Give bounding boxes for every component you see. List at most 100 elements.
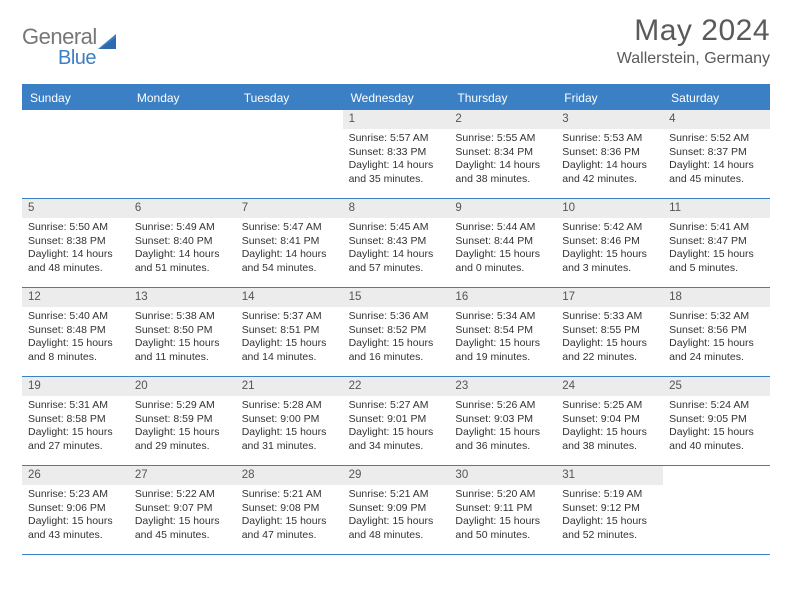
sunrise-line: Sunrise: 5:23 AM: [28, 488, 123, 502]
daylight-line: Daylight: 15 hours and 47 minutes.: [242, 515, 337, 542]
day-body: Sunrise: 5:42 AMSunset: 8:46 PMDaylight:…: [556, 218, 663, 280]
sunrise-line: Sunrise: 5:50 AM: [28, 221, 123, 235]
sunset-line: Sunset: 8:48 PM: [28, 324, 123, 338]
calendar-cell: 1Sunrise: 5:57 AMSunset: 8:33 PMDaylight…: [343, 110, 450, 198]
calendar: SundayMondayTuesdayWednesdayThursdayFrid…: [22, 84, 770, 555]
daylight-line: Daylight: 15 hours and 24 minutes.: [669, 337, 764, 364]
calendar-cell: 26Sunrise: 5:23 AMSunset: 9:06 PMDayligh…: [22, 466, 129, 554]
day-number: 6: [129, 199, 236, 218]
day-body: Sunrise: 5:34 AMSunset: 8:54 PMDaylight:…: [449, 307, 556, 369]
sunrise-line: Sunrise: 5:34 AM: [455, 310, 550, 324]
day-body: Sunrise: 5:50 AMSunset: 8:38 PMDaylight:…: [22, 218, 129, 280]
day-number: 28: [236, 466, 343, 485]
sunset-line: Sunset: 8:47 PM: [669, 235, 764, 249]
daylight-line: Daylight: 15 hours and 31 minutes.: [242, 426, 337, 453]
day-body: Sunrise: 5:49 AMSunset: 8:40 PMDaylight:…: [129, 218, 236, 280]
sunrise-line: Sunrise: 5:37 AM: [242, 310, 337, 324]
sunset-line: Sunset: 8:56 PM: [669, 324, 764, 338]
calendar-cell: 16Sunrise: 5:34 AMSunset: 8:54 PMDayligh…: [449, 288, 556, 376]
sunrise-line: Sunrise: 5:27 AM: [349, 399, 444, 413]
calendar-cell: 8Sunrise: 5:45 AMSunset: 8:43 PMDaylight…: [343, 199, 450, 287]
calendar-cell: 3Sunrise: 5:53 AMSunset: 8:36 PMDaylight…: [556, 110, 663, 198]
sunset-line: Sunset: 8:43 PM: [349, 235, 444, 249]
day-body: Sunrise: 5:40 AMSunset: 8:48 PMDaylight:…: [22, 307, 129, 369]
day-body: Sunrise: 5:36 AMSunset: 8:52 PMDaylight:…: [343, 307, 450, 369]
calendar-cell: 9Sunrise: 5:44 AMSunset: 8:44 PMDaylight…: [449, 199, 556, 287]
daylight-line: Daylight: 15 hours and 14 minutes.: [242, 337, 337, 364]
calendar-cell: 5Sunrise: 5:50 AMSunset: 8:38 PMDaylight…: [22, 199, 129, 287]
sunrise-line: Sunrise: 5:21 AM: [242, 488, 337, 502]
day-body: Sunrise: 5:27 AMSunset: 9:01 PMDaylight:…: [343, 396, 450, 458]
calendar-cell: 4Sunrise: 5:52 AMSunset: 8:37 PMDaylight…: [663, 110, 770, 198]
calendar-week: 26Sunrise: 5:23 AMSunset: 9:06 PMDayligh…: [22, 466, 770, 555]
weekday-header: Saturday: [663, 86, 770, 110]
sunrise-line: Sunrise: 5:33 AM: [562, 310, 657, 324]
day-number: 15: [343, 288, 450, 307]
calendar-cell: 0: [22, 110, 129, 198]
sunset-line: Sunset: 8:51 PM: [242, 324, 337, 338]
calendar-cell: 6Sunrise: 5:49 AMSunset: 8:40 PMDaylight…: [129, 199, 236, 287]
sunset-line: Sunset: 9:04 PM: [562, 413, 657, 427]
sunset-line: Sunset: 9:12 PM: [562, 502, 657, 516]
sunset-line: Sunset: 8:59 PM: [135, 413, 230, 427]
day-body: Sunrise: 5:45 AMSunset: 8:43 PMDaylight:…: [343, 218, 450, 280]
daylight-line: Daylight: 14 hours and 35 minutes.: [349, 159, 444, 186]
brand-part2: Blue: [58, 47, 96, 69]
calendar-cell: 11Sunrise: 5:41 AMSunset: 8:47 PMDayligh…: [663, 199, 770, 287]
weekday-header: Monday: [129, 86, 236, 110]
sunset-line: Sunset: 8:37 PM: [669, 146, 764, 160]
calendar-page: GeneralBlue May 2024 Wallerstein, German…: [0, 0, 792, 612]
day-number: 23: [449, 377, 556, 396]
daylight-line: Daylight: 15 hours and 22 minutes.: [562, 337, 657, 364]
daylight-line: Daylight: 15 hours and 36 minutes.: [455, 426, 550, 453]
sunrise-line: Sunrise: 5:20 AM: [455, 488, 550, 502]
calendar-cell: 0: [663, 466, 770, 554]
calendar-cell: 13Sunrise: 5:38 AMSunset: 8:50 PMDayligh…: [129, 288, 236, 376]
daylight-line: Daylight: 14 hours and 48 minutes.: [28, 248, 123, 275]
sunset-line: Sunset: 8:55 PM: [562, 324, 657, 338]
calendar-cell: 7Sunrise: 5:47 AMSunset: 8:41 PMDaylight…: [236, 199, 343, 287]
sunset-line: Sunset: 8:52 PM: [349, 324, 444, 338]
day-number: 16: [449, 288, 556, 307]
day-number: 20: [129, 377, 236, 396]
day-body: Sunrise: 5:21 AMSunset: 9:09 PMDaylight:…: [343, 485, 450, 547]
daylight-line: Daylight: 15 hours and 43 minutes.: [28, 515, 123, 542]
daylight-line: Daylight: 15 hours and 40 minutes.: [669, 426, 764, 453]
day-body: Sunrise: 5:19 AMSunset: 9:12 PMDaylight:…: [556, 485, 663, 547]
day-number: 25: [663, 377, 770, 396]
sunset-line: Sunset: 9:11 PM: [455, 502, 550, 516]
sunrise-line: Sunrise: 5:49 AM: [135, 221, 230, 235]
sunset-line: Sunset: 9:00 PM: [242, 413, 337, 427]
day-body: Sunrise: 5:52 AMSunset: 8:37 PMDaylight:…: [663, 129, 770, 191]
day-body: Sunrise: 5:37 AMSunset: 8:51 PMDaylight:…: [236, 307, 343, 369]
daylight-line: Daylight: 14 hours and 51 minutes.: [135, 248, 230, 275]
brand-part1: General: [22, 24, 97, 49]
calendar-cell: 10Sunrise: 5:42 AMSunset: 8:46 PMDayligh…: [556, 199, 663, 287]
calendar-week: 0001Sunrise: 5:57 AMSunset: 8:33 PMDayli…: [22, 110, 770, 199]
sunrise-line: Sunrise: 5:26 AM: [455, 399, 550, 413]
weekday-header: Wednesday: [343, 86, 450, 110]
calendar-cell: 30Sunrise: 5:20 AMSunset: 9:11 PMDayligh…: [449, 466, 556, 554]
daylight-line: Daylight: 15 hours and 16 minutes.: [349, 337, 444, 364]
daylight-line: Daylight: 14 hours and 45 minutes.: [669, 159, 764, 186]
calendar-cell: 29Sunrise: 5:21 AMSunset: 9:09 PMDayligh…: [343, 466, 450, 554]
calendar-week: 5Sunrise: 5:50 AMSunset: 8:38 PMDaylight…: [22, 199, 770, 288]
day-body: Sunrise: 5:28 AMSunset: 9:00 PMDaylight:…: [236, 396, 343, 458]
day-number: 26: [22, 466, 129, 485]
sunset-line: Sunset: 8:54 PM: [455, 324, 550, 338]
sunrise-line: Sunrise: 5:19 AM: [562, 488, 657, 502]
daylight-line: Daylight: 15 hours and 34 minutes.: [349, 426, 444, 453]
day-number: 3: [556, 110, 663, 129]
day-body: Sunrise: 5:53 AMSunset: 8:36 PMDaylight:…: [556, 129, 663, 191]
day-number: 8: [343, 199, 450, 218]
sunset-line: Sunset: 8:38 PM: [28, 235, 123, 249]
month-title: May 2024: [617, 14, 770, 48]
weeks-container: 0001Sunrise: 5:57 AMSunset: 8:33 PMDayli…: [22, 110, 770, 555]
calendar-cell: 12Sunrise: 5:40 AMSunset: 8:48 PMDayligh…: [22, 288, 129, 376]
weekday-header: Thursday: [449, 86, 556, 110]
day-number: 30: [449, 466, 556, 485]
calendar-cell: 15Sunrise: 5:36 AMSunset: 8:52 PMDayligh…: [343, 288, 450, 376]
calendar-cell: 27Sunrise: 5:22 AMSunset: 9:07 PMDayligh…: [129, 466, 236, 554]
location-subtitle: Wallerstein, Germany: [617, 50, 770, 68]
sunrise-line: Sunrise: 5:22 AM: [135, 488, 230, 502]
